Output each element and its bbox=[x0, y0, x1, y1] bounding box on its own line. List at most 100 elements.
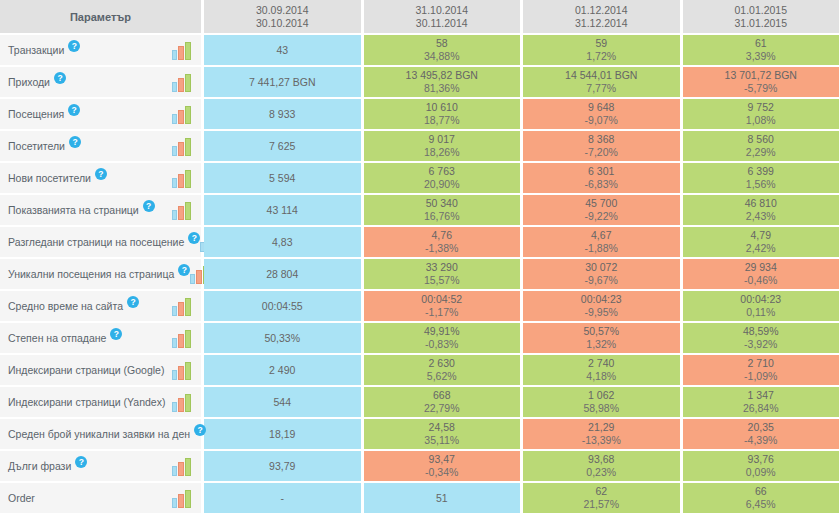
metric-label-cell: Средно време на сайта? bbox=[0, 291, 201, 321]
chart-bar-green bbox=[185, 170, 191, 188]
cell-percent-change: 58,98% bbox=[583, 402, 619, 415]
cell-value: 43 bbox=[276, 44, 288, 57]
metric-cell: 93,79 bbox=[204, 451, 361, 481]
question-help-icon[interactable]: ? bbox=[143, 200, 155, 212]
chart-bar-orange bbox=[178, 302, 184, 316]
metric-cell: 14 544,01 BGN7,77% bbox=[523, 67, 680, 97]
metric-cell: 45 700-9,22% bbox=[523, 195, 680, 225]
metric-cell: 666,45% bbox=[683, 483, 839, 513]
period-from-date: 30.09.2014 bbox=[256, 4, 309, 17]
metric-cell: 7 625 bbox=[204, 131, 361, 161]
metric-cell: 29 934-0,46% bbox=[683, 259, 839, 289]
cell-percent-change: -3,92% bbox=[744, 338, 777, 351]
cell-value: 6 763 bbox=[429, 165, 455, 178]
cell-value: 6 301 bbox=[588, 165, 614, 178]
cell-value: 2 740 bbox=[588, 357, 614, 370]
metric-label: Индексирани страници (Yandex) bbox=[8, 396, 165, 408]
mini-bar-chart-icon[interactable] bbox=[172, 201, 191, 220]
cell-percent-change: 26,84% bbox=[743, 402, 779, 415]
cell-value: 4,83 bbox=[272, 236, 292, 249]
table-row: Нови посетители?5 5946 76320,90%6 301-6,… bbox=[0, 163, 839, 193]
cell-value: 24,58 bbox=[429, 421, 455, 434]
chart-bar-orange bbox=[178, 334, 184, 348]
metric-cell: 50,57%1,32% bbox=[523, 323, 680, 353]
metric-cell: 6 3991,56% bbox=[683, 163, 839, 193]
mini-bar-chart-icon[interactable] bbox=[172, 329, 191, 348]
question-help-icon[interactable]: ? bbox=[188, 232, 200, 244]
mini-bar-chart-icon[interactable] bbox=[172, 73, 191, 92]
period-column-header-2: 01.12.201431.12.2014 bbox=[523, 0, 680, 33]
cell-value: 93,47 bbox=[429, 453, 455, 466]
question-help-icon[interactable]: ? bbox=[95, 168, 107, 180]
chart-bar-green bbox=[185, 362, 191, 380]
mini-bar-chart-icon[interactable] bbox=[172, 105, 191, 124]
metric-label-cell: Посещения? bbox=[0, 99, 201, 129]
chart-bar-blue bbox=[172, 466, 177, 476]
metric-cell: 28 804 bbox=[204, 259, 361, 289]
cell-percent-change: -5,79% bbox=[744, 82, 777, 95]
cell-percent-change: 1,32% bbox=[586, 338, 616, 351]
metric-cell: 9 01718,26% bbox=[364, 131, 521, 161]
period-column-header-3: 01.01.201531.01.2015 bbox=[683, 0, 839, 33]
metric-cell: 2 6305,62% bbox=[364, 355, 521, 385]
cell-value: 49,91% bbox=[424, 325, 460, 338]
cell-value: 30 072 bbox=[585, 261, 617, 274]
mini-bar-chart-icon[interactable] bbox=[172, 137, 191, 156]
cell-value: 43 114 bbox=[267, 204, 298, 217]
chart-bar-orange bbox=[178, 78, 184, 92]
cell-value: 50 340 bbox=[426, 197, 458, 210]
table-row: Индексирани страници (Google)2 4902 6305… bbox=[0, 355, 839, 385]
period-column-header-0: 30.09.201430.10.2014 bbox=[204, 0, 361, 33]
metric-label-cell: Транзакции? bbox=[0, 35, 201, 65]
mini-bar-chart-icon[interactable] bbox=[172, 393, 191, 412]
metric-cell: 6 301-6,83% bbox=[523, 163, 680, 193]
mini-bar-chart-icon[interactable] bbox=[172, 169, 191, 188]
table-row: Посетители?7 6259 01718,26%8 368-7,20%8 … bbox=[0, 131, 839, 161]
period-to-date: 31.12.2014 bbox=[575, 17, 628, 30]
cell-value: - bbox=[281, 492, 285, 505]
cell-percent-change: -1,38% bbox=[425, 242, 458, 255]
cell-percent-change: 0,23% bbox=[586, 466, 616, 479]
mini-bar-chart-icon[interactable] bbox=[172, 41, 191, 60]
chart-bar-blue bbox=[172, 146, 177, 156]
mini-bar-chart-icon[interactable] bbox=[172, 297, 191, 316]
metric-label-cell: Order bbox=[0, 483, 201, 513]
metric-cell: 93,680,23% bbox=[523, 451, 680, 481]
table-row: Приходи?7 441,27 BGN13 495,82 BGN81,36%1… bbox=[0, 67, 839, 97]
mini-bar-chart-icon[interactable] bbox=[172, 489, 191, 508]
metric-label: Уникални посещения на страница bbox=[8, 268, 174, 280]
period-to-date: 31.01.2015 bbox=[734, 17, 787, 30]
chart-bar-orange bbox=[178, 142, 184, 156]
question-help-icon[interactable]: ? bbox=[110, 328, 122, 340]
cell-percent-change: 6,45% bbox=[746, 498, 776, 511]
cell-value: 4,76 bbox=[432, 229, 452, 242]
question-help-icon[interactable]: ? bbox=[194, 424, 206, 436]
question-help-icon[interactable]: ? bbox=[69, 136, 81, 148]
metric-cell: 93,47-0,34% bbox=[364, 451, 521, 481]
question-help-icon[interactable]: ? bbox=[178, 264, 190, 276]
question-help-icon[interactable]: ? bbox=[75, 456, 87, 468]
question-help-icon[interactable]: ? bbox=[68, 40, 80, 52]
analytics-comparison-table: Параметър 30.09.201430.10.201431.10.2014… bbox=[0, 0, 839, 513]
metric-cell: 9 7521,08% bbox=[683, 99, 839, 129]
cell-percent-change: 21,57% bbox=[583, 498, 619, 511]
cell-value: 45 700 bbox=[585, 197, 617, 210]
cell-value: 14 544,01 BGN bbox=[565, 69, 637, 82]
cell-percent-change: -0,34% bbox=[425, 466, 458, 479]
metric-cell: 21,29-13,39% bbox=[523, 419, 680, 449]
mini-bar-chart-icon[interactable] bbox=[172, 457, 191, 476]
metric-cell: 6221,57% bbox=[523, 483, 680, 513]
metric-cell: 8 5602,29% bbox=[683, 131, 839, 161]
cell-value: 9 648 bbox=[588, 101, 614, 114]
question-help-icon[interactable]: ? bbox=[68, 104, 80, 116]
mini-bar-chart-icon[interactable] bbox=[172, 361, 191, 380]
chart-bar-green bbox=[185, 490, 191, 508]
question-help-icon[interactable]: ? bbox=[54, 72, 66, 84]
metric-label: Показванията на страници bbox=[8, 204, 139, 216]
cell-percent-change: -13,39% bbox=[582, 434, 621, 447]
cell-value: 8 368 bbox=[588, 133, 614, 146]
chart-bar-green bbox=[185, 458, 191, 476]
table-row: Средно време на сайта?00:04:5500:04:52-1… bbox=[0, 291, 839, 321]
cell-value: 13 701,72 BGN bbox=[725, 69, 797, 82]
question-help-icon[interactable]: ? bbox=[127, 296, 139, 308]
